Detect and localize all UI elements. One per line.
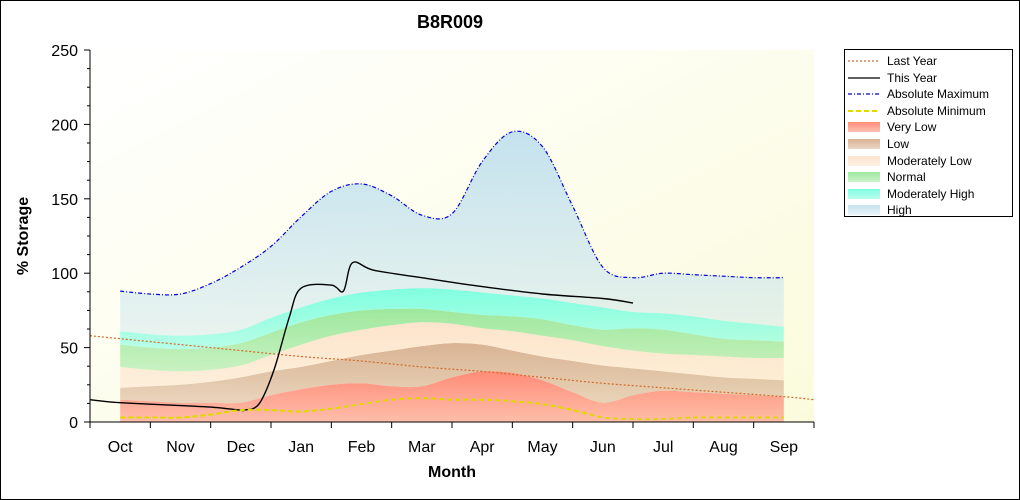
band-normal [120,308,784,372]
legend-label: Very Low [887,120,937,135]
x-tick-label: Aug [709,439,737,456]
x-tick-label: Oct [108,439,133,456]
legend-item-absolute-maximum: Absolute Maximum [845,86,1012,103]
x-tick-label: Dec [227,439,255,456]
series-last-year [89,335,815,401]
x-tick-label: Mar [408,439,436,456]
legend-item-moderately-high: Moderately High [845,186,1012,203]
legend-label: Moderately Low [887,153,972,168]
legend-swatch [848,172,880,183]
x-tick-label: Jul [653,439,673,456]
x-tick-label: May [527,439,557,456]
legend-swatch [848,109,880,112]
legend-item-absolute-minimum: Absolute Minimum [845,103,1012,120]
band-very-low [120,371,784,422]
legend-item-moderately-low: Moderately Low [845,153,1012,170]
series-this-year [89,261,634,412]
x-tick-label: Apr [470,439,496,456]
legend-swatch [848,188,880,199]
x-tick-label: Jun [590,439,616,456]
y-tick-label: 0 [69,415,78,432]
legend-label: Absolute Maximum [887,87,990,102]
legend-label: Low [887,137,910,151]
chart-legend: Last Year This Year Absolute Maximum Absolu… [844,49,1013,217]
legend-item-this-year: This Year [845,70,1012,87]
x-tick-label: Feb [348,439,376,456]
legend-swatch [848,155,880,166]
legend-label: Moderately High [887,186,975,201]
legend-swatch [848,76,880,79]
legend-swatch [848,93,880,95]
legend-item-low: Low [845,136,1012,153]
x-tick-label: Jan [288,439,314,456]
legend-label: Absolute Minimum [887,103,986,118]
series-absolute-minimum [120,397,784,421]
legend-swatch [848,205,880,216]
x-tick-label: Sep [770,439,799,456]
y-tick-label: 150 [51,192,78,209]
y-tick-label: 50 [60,341,78,358]
legend-label: Last Year [887,54,938,68]
y-tick-label: 200 [51,117,78,134]
legend-label: This Year [887,70,938,85]
legend-swatch [848,122,880,133]
legend-label: High [887,203,912,218]
band-moderately-low [120,322,784,388]
legend-label: Normal [887,170,926,185]
x-axis-label: Month [428,464,476,481]
y-tick-label: 100 [51,266,78,283]
legend-swatch [848,60,880,62]
x-tick-label: Nov [166,439,194,456]
legend-swatch [848,139,880,149]
series-absolute-maximum [120,130,784,296]
legend-item-high: High [845,202,1012,219]
band-high [120,131,784,336]
legend-item-last-year: Last Year [845,53,1012,70]
legend-item-very-low: Very Low [845,119,1012,136]
band-low [120,343,784,404]
chart-title: B8R009 [416,12,484,32]
legend-item-normal: Normal [845,169,1012,186]
band-moderately-high [120,288,784,350]
y-tick-label: 250 [51,43,78,60]
